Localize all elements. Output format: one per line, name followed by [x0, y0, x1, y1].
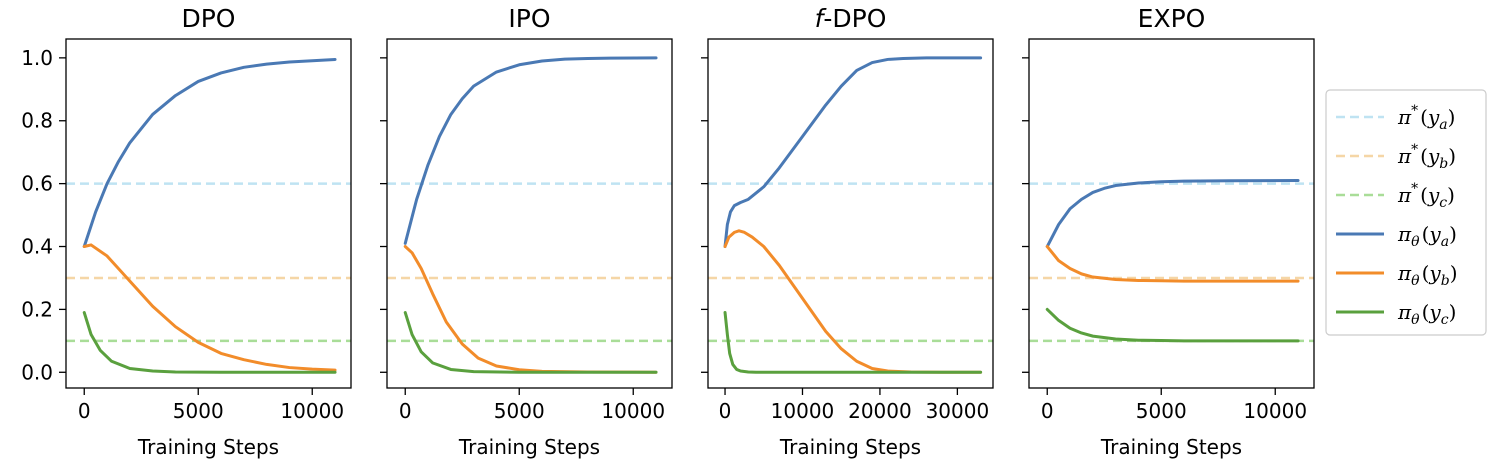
series-line-yc	[403, 311, 658, 374]
series-line-yb	[403, 245, 658, 374]
x-axis-label: Training Steps	[137, 435, 279, 459]
y-tick-label: 0.8	[21, 109, 53, 133]
x-axis-label: Training Steps	[458, 435, 600, 459]
axes-frame	[707, 38, 994, 389]
y-tick-label: 0.6	[21, 172, 53, 196]
x-tick-label: 0	[1041, 399, 1054, 423]
x-tick-label: 0	[399, 399, 412, 423]
legend-label: πθ (yb)	[1397, 261, 1458, 289]
legend-item-pi-star-yc: π* (yc)	[1336, 181, 1455, 211]
series-line-ya	[723, 56, 983, 249]
panel-title: f-DPO	[815, 4, 887, 33]
series-line-yb	[723, 229, 983, 374]
legend-item-pi-star-ya: π* (ya)	[1336, 103, 1455, 133]
series-line-ya	[403, 56, 658, 245]
x-tick-label: 10000	[771, 399, 835, 423]
y-tick-label: 1.0	[21, 46, 53, 70]
series-line-yb	[82, 243, 337, 372]
x-tick-label: 10000	[280, 399, 344, 423]
x-axis-label: Training Steps	[1100, 435, 1242, 459]
legend-item-pi-star-yb: π* (yb)	[1336, 142, 1456, 172]
panel-title: EXPO	[1138, 4, 1206, 33]
x-tick-label: 5000	[1136, 399, 1187, 423]
legend-item-pi-theta-yc: πθ (yc)	[1336, 300, 1456, 328]
axes-frame	[1028, 38, 1315, 389]
legend-label: πθ (yc)	[1397, 300, 1456, 328]
series-line-yc	[1045, 307, 1300, 343]
panel-title: DPO	[181, 4, 235, 33]
legend-label: πθ (ya)	[1397, 222, 1457, 250]
panel-1: DPO 0.0 0.2 0.4 0.6 0.8 1.0 0 5000 10000Training …	[21, 4, 352, 459]
axes-frame	[386, 38, 673, 389]
series-line-yc	[723, 311, 983, 374]
legend-item-pi-theta-ya: πθ (ya)	[1336, 222, 1457, 250]
series-line-yc	[82, 311, 337, 374]
x-axis-label: Training Steps	[779, 435, 921, 459]
x-tick-label: 5000	[494, 399, 545, 423]
series-line-ya	[82, 57, 337, 249]
legend-label: π* (yc)	[1397, 181, 1455, 211]
x-tick-label: 10000	[601, 399, 665, 423]
x-tick-label: 5000	[173, 399, 224, 423]
y-tick-label: 0.2	[21, 297, 53, 321]
x-tick-label: 0	[719, 399, 732, 423]
panel-title: IPO	[508, 4, 550, 33]
series-line-yb	[1045, 245, 1300, 283]
y-tick-label: 0.4	[21, 235, 53, 259]
x-tick-label: 10000	[1243, 399, 1307, 423]
x-tick-label: 30000	[926, 399, 990, 423]
legend-item-pi-theta-yb: πθ (yb)	[1336, 261, 1458, 289]
y-tick-label: 0.0	[21, 360, 53, 384]
legend-label: π* (yb)	[1397, 142, 1456, 172]
axes-frame	[65, 38, 352, 389]
x-tick-label: 0	[78, 399, 91, 423]
x-tick-label: 20000	[848, 399, 912, 423]
legend: π* (ya) π* (yb) π* (yc) πθ (ya) πθ (yb) πθ (yc)	[1325, 89, 1487, 336]
legend-label: π* (ya)	[1397, 103, 1455, 133]
series-line-ya	[1045, 178, 1300, 249]
